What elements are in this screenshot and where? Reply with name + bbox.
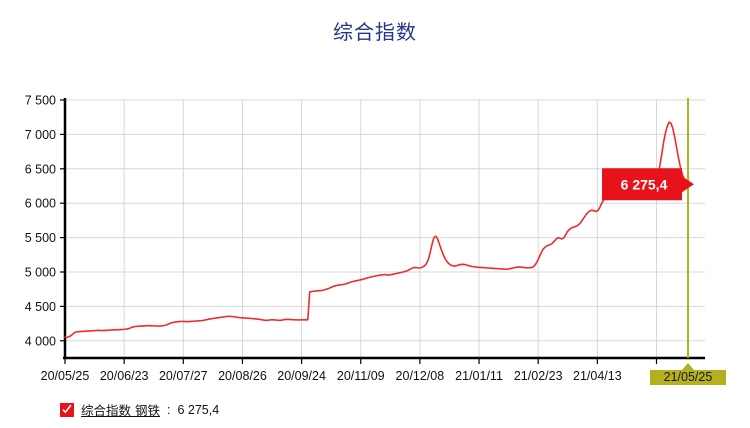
x-axis-label: 21/02/23 bbox=[514, 369, 563, 383]
x-axis-label: 21/04/13 bbox=[573, 369, 622, 383]
y-axis-label: 5 500 bbox=[25, 231, 56, 245]
chart-title: 综合指数 bbox=[333, 20, 417, 44]
y-axis-label: 6 500 bbox=[25, 162, 56, 176]
legend[interactable]: 综合指数 钢铁 : 6 275,4 bbox=[60, 400, 219, 419]
x-axis-label: 20/06/23 bbox=[100, 369, 149, 383]
line-chart-plot[interactable]: 4 000 4 500 5 000 5 500 6 000 6 500 7 000 7 500… bbox=[0, 0, 750, 400]
y-axis-label: 7 000 bbox=[25, 128, 56, 142]
legend-series-label[interactable]: 综合指数 钢铁 bbox=[81, 403, 160, 418]
check-icon[interactable] bbox=[60, 402, 74, 417]
cursor-date-label: 21/05/25 bbox=[664, 370, 713, 384]
cursor-date-chip[interactable] bbox=[650, 363, 726, 385]
x-axis-label: 20/08/26 bbox=[218, 369, 267, 383]
data-line-series[interactable] bbox=[64, 121, 689, 339]
y-axis-label: 5 000 bbox=[25, 266, 56, 280]
y-axis-label: 4 500 bbox=[25, 300, 56, 314]
x-axis-label: 21/01/11 bbox=[455, 369, 503, 383]
x-axis-label: 20/09/24 bbox=[277, 369, 326, 383]
x-axis-label: 20/07/27 bbox=[159, 369, 208, 383]
legend-separator: : bbox=[166, 402, 171, 417]
y-axis-label: 7 500 bbox=[25, 94, 56, 108]
value-callout-label: 6 275,4 bbox=[621, 176, 668, 192]
y-axis-label: 6 000 bbox=[25, 197, 56, 211]
x-axis-label: 20/05/25 bbox=[41, 369, 90, 383]
value-callout[interactable] bbox=[602, 168, 694, 201]
x-axis-label: 20/11/09 bbox=[337, 369, 385, 383]
legend-value: 6 275,4 bbox=[177, 402, 220, 417]
y-axis-label: 4 000 bbox=[25, 334, 56, 348]
x-axis-label: 20/12/08 bbox=[396, 369, 445, 383]
